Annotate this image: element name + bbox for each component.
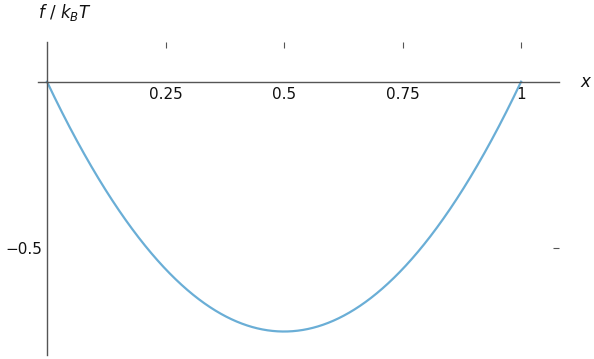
Text: $f$ / $k_B T$: $f$ / $k_B T$ <box>37 2 91 23</box>
Text: $x$: $x$ <box>580 73 592 91</box>
